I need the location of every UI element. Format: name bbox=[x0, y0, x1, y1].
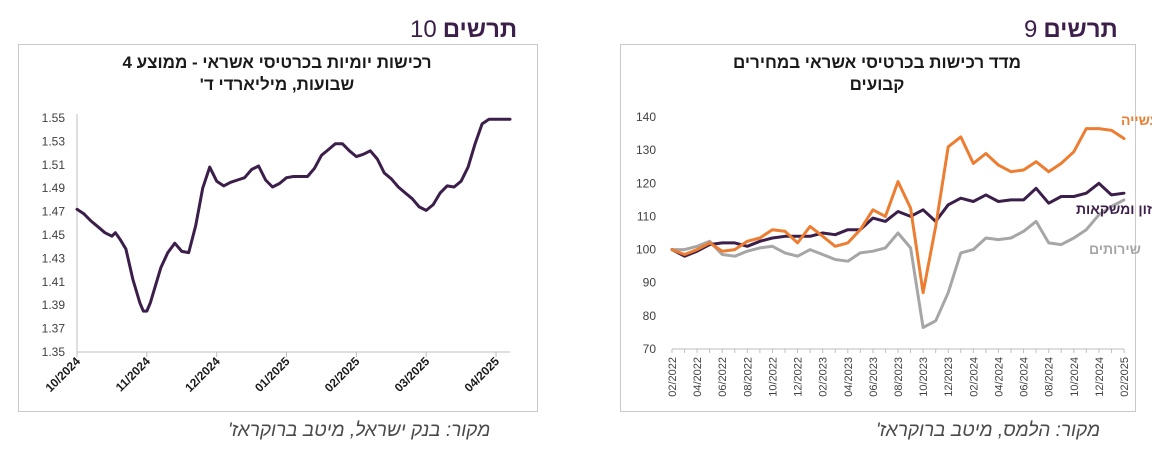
left-source-note: מקור: בנק ישראל, מיטב ברוקראז' bbox=[228, 420, 491, 441]
right-x-tick-label: 10/2022 bbox=[767, 357, 779, 397]
right-series-line-0 bbox=[670, 127, 1126, 295]
right-x-tick-label: 12/2022 bbox=[793, 357, 805, 397]
left-series-line bbox=[75, 117, 512, 313]
right-x-tick-label: 08/2024 bbox=[1044, 357, 1056, 397]
right-figure-label-number: 9 bbox=[1024, 16, 1038, 43]
left-y-tick-label: 1.47 bbox=[42, 205, 66, 219]
right-y-tick-label: 140 bbox=[636, 110, 656, 124]
left-figure-label-number: 10 bbox=[410, 16, 437, 43]
left-y-tick-label: 1.49 bbox=[42, 181, 66, 195]
left-y-tick-label: 1.39 bbox=[42, 298, 66, 312]
left-figure-label-word: תרשים bbox=[442, 16, 518, 43]
right-series-label-1: מזון ומשקאות bbox=[1076, 201, 1152, 217]
right-x-tick-label: 06/2024 bbox=[1019, 357, 1031, 397]
right-x-tick-label: 02/2024 bbox=[968, 357, 980, 397]
left-chart-title-line2: שבועות, מיליארדי ד' bbox=[199, 75, 355, 94]
right-chart-title-line1: מדד רכישות בכרטיסי אשראי במחירים bbox=[733, 53, 1021, 72]
right-y-tick-label: 70 bbox=[643, 342, 657, 356]
right-x-tick-label: 04/2023 bbox=[843, 357, 855, 397]
right-x-tick-label: 10/2024 bbox=[1069, 357, 1081, 397]
right-figure-label-word: תרשים bbox=[1043, 16, 1118, 43]
left-y-tick-label: 1.55 bbox=[42, 111, 66, 125]
left-y-tick-label: 1.35 bbox=[42, 345, 66, 359]
right-x-tick-label: 12/2024 bbox=[1094, 357, 1106, 397]
right-series-line-1 bbox=[670, 181, 1126, 258]
right-y-tick-label: 100 bbox=[636, 243, 656, 257]
right-chart-frame bbox=[620, 44, 1136, 412]
left-y-tick-label: 1.41 bbox=[42, 275, 66, 289]
right-y-tick-label: 90 bbox=[643, 276, 657, 290]
left-chart-frame bbox=[18, 44, 538, 412]
right-x-tick-label: 10/2023 bbox=[918, 357, 930, 397]
right-y-tick-label: 80 bbox=[643, 309, 657, 323]
right-series-line-2 bbox=[670, 198, 1126, 329]
right-x-tick-label: 06/2022 bbox=[717, 357, 729, 397]
right-x-tick-label: 02/2025 bbox=[1119, 357, 1131, 397]
right-figure-label: תרשים9 bbox=[1024, 16, 1118, 46]
left-y-tick-label: 1.51 bbox=[42, 158, 66, 172]
right-x-tick-label: 02/2023 bbox=[818, 357, 830, 397]
right-x-tick-label: 04/2022 bbox=[692, 357, 704, 397]
right-chart-title: מדד רכישות בכרטיסי אשראי במחירים קבועים bbox=[620, 52, 1134, 96]
left-y-tick-label: 1.37 bbox=[42, 322, 66, 336]
right-y-tick-label: 110 bbox=[637, 209, 656, 223]
right-x-tick-label: 08/2023 bbox=[893, 357, 905, 397]
left-y-tick-label: 1.45 bbox=[42, 228, 66, 242]
right-chart-title-line2: קבועים bbox=[849, 75, 905, 94]
right-x-tick-label: 12/2023 bbox=[943, 357, 955, 397]
left-y-tick-label: 1.53 bbox=[42, 134, 66, 148]
right-series-label-2: שירותים bbox=[1089, 241, 1141, 257]
right-x-tick-label: 02/2022 bbox=[667, 357, 679, 397]
right-series-label-0: מוצרי תעשייה bbox=[1121, 112, 1152, 128]
right-y-tick-label: 120 bbox=[636, 176, 656, 190]
right-x-tick-label: 08/2022 bbox=[742, 357, 754, 397]
right-y-tick-label: 130 bbox=[636, 143, 656, 157]
right-x-tick-label: 06/2023 bbox=[868, 357, 880, 397]
left-chart-title-line1: רכישות יומיות בכרטיסי אשראי - ממוצע 4 bbox=[122, 53, 432, 72]
left-y-tick-label: 1.43 bbox=[42, 251, 66, 265]
right-source-note: מקור: הלמס, מיטב ברוקראז' bbox=[876, 420, 1101, 441]
left-figure-label: תרשים10 bbox=[410, 16, 517, 46]
right-x-tick-label: 04/2024 bbox=[993, 357, 1005, 397]
left-chart-title: רכישות יומיות בכרטיסי אשראי - ממוצע 4 שב… bbox=[18, 52, 536, 96]
